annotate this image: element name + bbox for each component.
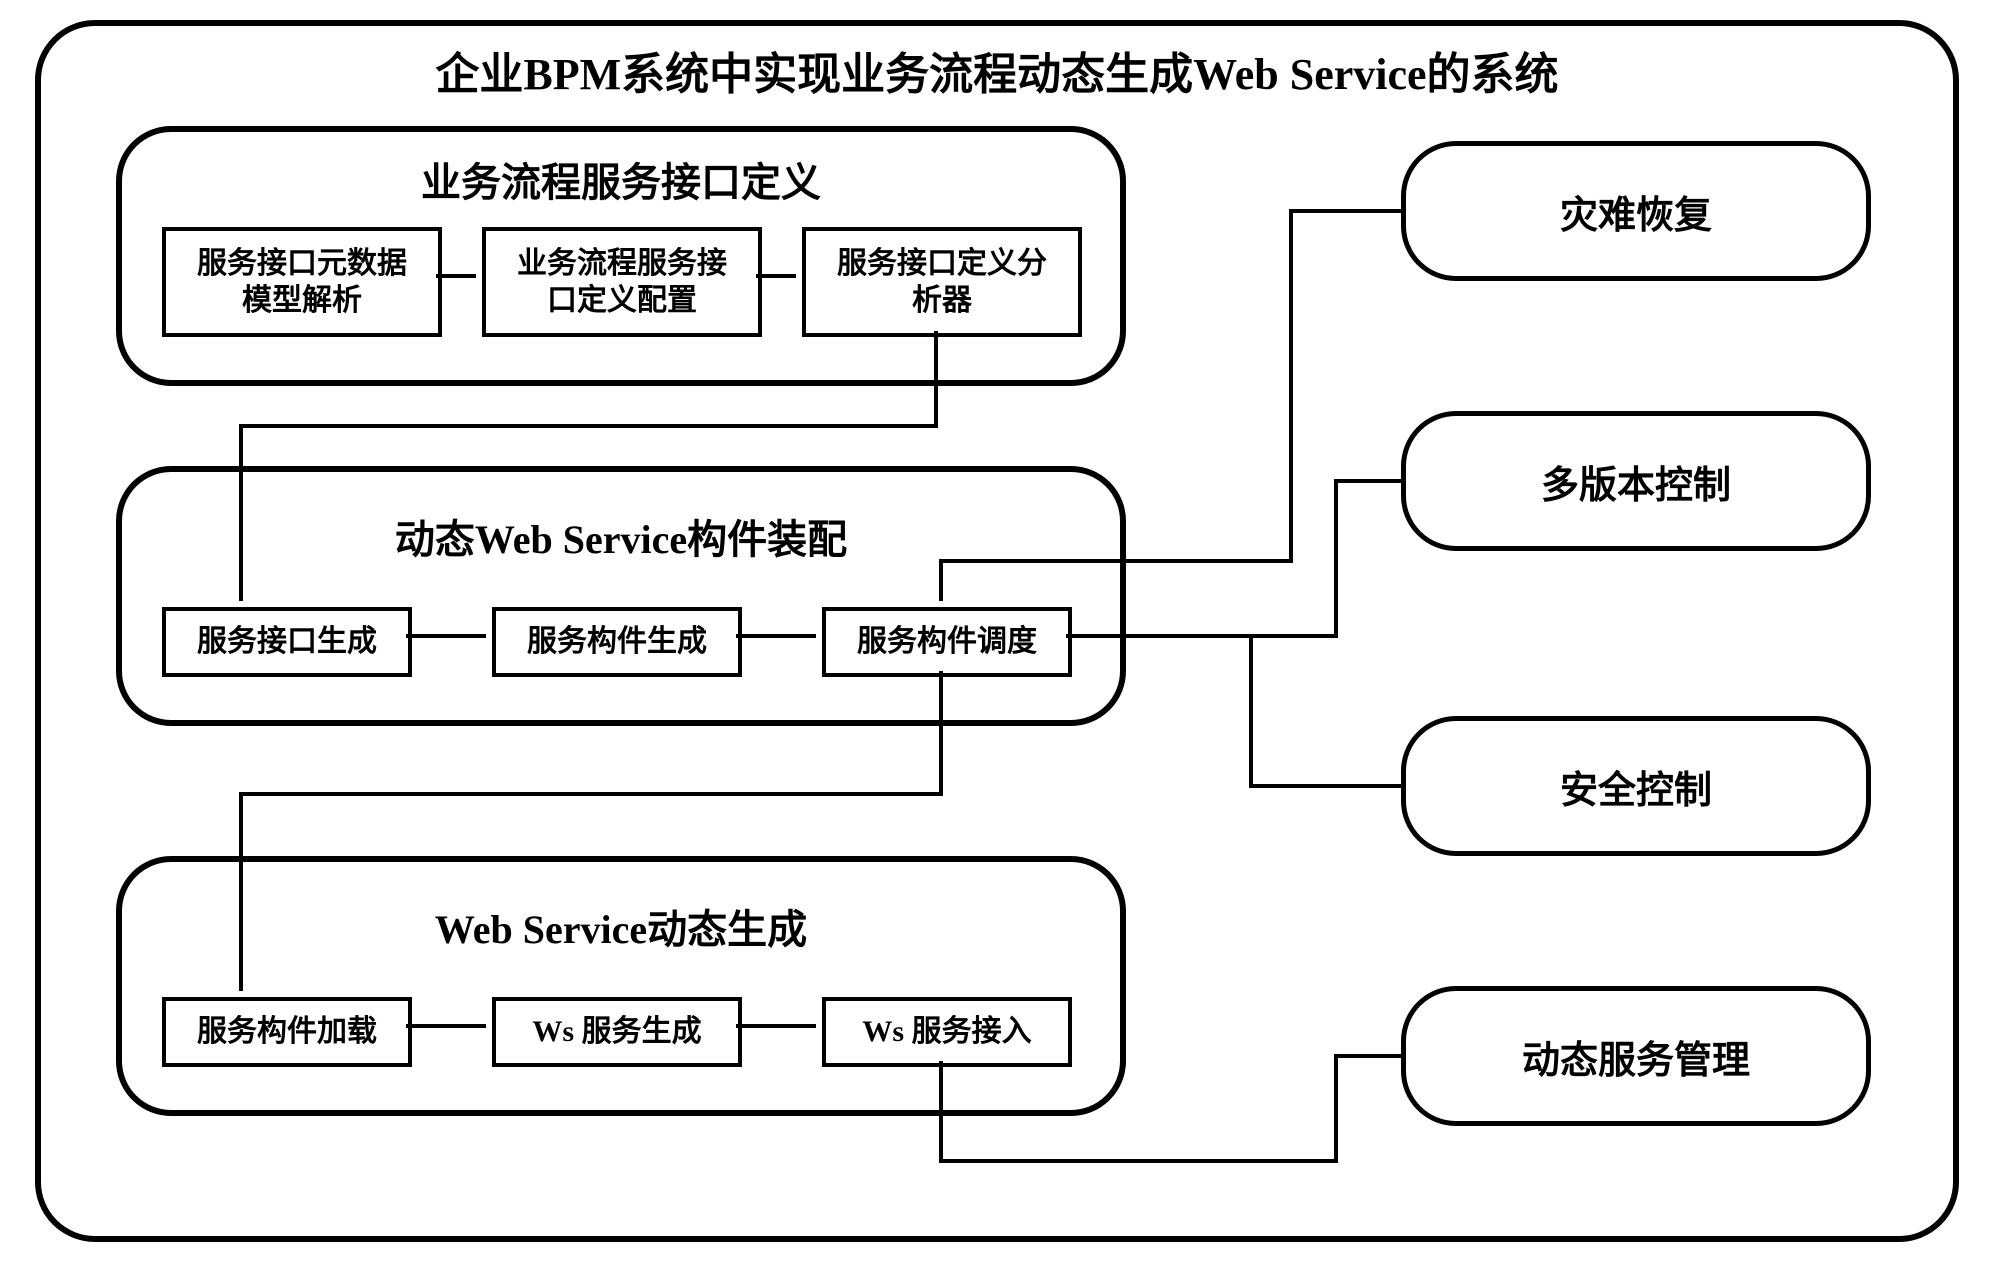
side-dynamic-service-mgmt: 动态服务管理 (1401, 986, 1871, 1126)
sub-analyzer: 服务接口定义分析器 (802, 227, 1082, 337)
module-title: 业务流程服务接口定义 (122, 150, 1120, 208)
sub-ws-access: Ws 服务接入 (822, 997, 1072, 1067)
module-title: 动态Web Service构件装配 (122, 507, 1120, 565)
module-component-assembly: 动态Web Service构件装配 服务接口生成 服务构件生成 服务构件调度 (116, 466, 1126, 726)
sub-metadata-parse: 服务接口元数据模型解析 (162, 227, 442, 337)
sub-component-sched: 服务构件调度 (822, 607, 1072, 677)
module-interface-definition: 业务流程服务接口定义 服务接口元数据模型解析 业务流程服务接口定义配置 服务接口… (116, 126, 1126, 386)
diagram-title: 企业BPM系统中实现业务流程动态生成Web Service的系统 (41, 38, 1953, 102)
sub-ws-gen: Ws 服务生成 (492, 997, 742, 1067)
sub-component-gen: 服务构件生成 (492, 607, 742, 677)
side-version-control: 多版本控制 (1401, 411, 1871, 551)
sub-interface-gen: 服务接口生成 (162, 607, 412, 677)
module-title: Web Service动态生成 (122, 897, 1120, 955)
sub-component-load: 服务构件加载 (162, 997, 412, 1067)
side-security-control: 安全控制 (1401, 716, 1871, 856)
outer-frame: 企业BPM系统中实现业务流程动态生成Web Service的系统 业务流程服务接… (35, 20, 1959, 1242)
module-dynamic-generation: Web Service动态生成 服务构件加载 Ws 服务生成 Ws 服务接入 (116, 856, 1126, 1116)
side-disaster-recovery: 灾难恢复 (1401, 141, 1871, 281)
sub-interface-config: 业务流程服务接口定义配置 (482, 227, 762, 337)
